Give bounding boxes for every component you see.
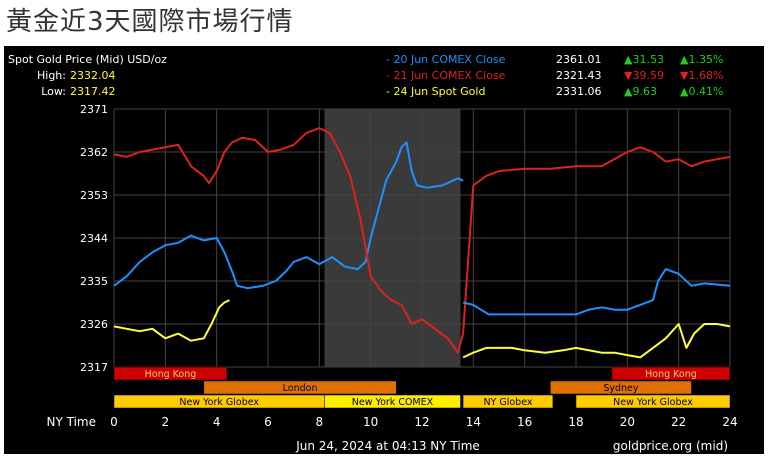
x-tick-label: 24: [722, 415, 737, 429]
row-2-pct: ▲0.41%: [680, 85, 723, 98]
row-2-change: ▲9.63: [624, 85, 657, 98]
row-1-label: - 21 Jun COMEX Close: [386, 69, 506, 82]
session-bar: [575, 394, 731, 409]
row-0-price: 2361.01: [556, 53, 602, 66]
x-tick-label: 0: [110, 415, 118, 429]
session-bar: [462, 394, 554, 409]
session-bar: [611, 366, 731, 381]
x-tick-label: 14: [466, 415, 481, 429]
y-tick-label: 2371: [80, 103, 108, 116]
session-label: New York Globex: [613, 397, 693, 408]
x-tick-label: 20: [620, 415, 635, 429]
y-tick-label: 2326: [80, 318, 108, 331]
row-0-change: ▲31.53: [624, 53, 664, 66]
low-label: Low:: [41, 85, 66, 98]
row-1-pct: ▼1.68%: [680, 69, 723, 82]
row-2-price: 2331.06: [556, 85, 602, 98]
timestamp: Jun 24, 2024 at 04:13 NY Time: [295, 439, 480, 453]
chart-svg: Spot Gold Price (Mid) USD/oz High: 2332.…: [8, 53, 738, 453]
row-1-price: 2321.43: [556, 69, 602, 82]
series-line-4: [462, 323, 731, 359]
y-tick-label: 2353: [80, 189, 108, 202]
spot-price-label: Spot Gold Price (Mid) USD/oz: [8, 53, 167, 66]
x-tick-label: 10: [363, 415, 378, 429]
session-label: NY Globex: [483, 397, 532, 408]
session-label: Hong Kong: [645, 369, 697, 380]
session-label: Sydney: [603, 383, 639, 394]
plot-area: [113, 108, 731, 368]
session-bar: [324, 394, 461, 409]
x-tick-label: 4: [213, 415, 221, 429]
y-tick-label: 2317: [80, 361, 108, 374]
series-line-2: [113, 299, 230, 342]
y-tick-label: 2362: [80, 146, 108, 159]
session-bar: [113, 366, 228, 381]
session-bar: [550, 380, 692, 395]
session-label: New York COMEX: [352, 397, 434, 408]
session-label: New York Globex: [179, 397, 259, 408]
row-2-label: - 24 Jun Spot Gold: [386, 85, 485, 98]
session-bar: [203, 380, 397, 395]
x-tick-label: 18: [568, 415, 583, 429]
source-label: goldprice.org (mid): [613, 439, 728, 453]
high-value: 2332.04: [70, 69, 116, 82]
session-label: Hong Kong: [145, 369, 197, 380]
y-tick-label: 2335: [80, 275, 108, 288]
low-value: 2317.42: [70, 85, 116, 98]
x-axis-title: NY Time: [47, 415, 97, 429]
x-tick-label: 2: [162, 415, 170, 429]
row-0-label: - 20 Jun COMEX Close: [386, 53, 506, 66]
series-line-0: [113, 141, 464, 290]
trading-sessions: Hong Kong Hong Kong London Sydney New York G…: [113, 366, 731, 409]
session-label: London: [283, 383, 318, 394]
x-tick-label: 22: [671, 415, 686, 429]
y-tick-label: 2344: [80, 232, 108, 245]
row-1-change: ▼39.59: [624, 69, 664, 82]
x-tick-label: 12: [414, 415, 429, 429]
series-line-3: [462, 268, 731, 316]
high-label: High:: [37, 69, 66, 82]
row-0-pct: ▲1.35%: [680, 53, 723, 66]
x-tick-label: 16: [517, 415, 532, 429]
x-tick-label: 6: [264, 415, 272, 429]
x-tick-label: 8: [316, 415, 324, 429]
series-line-1: [113, 127, 731, 354]
page-title: 黃金近3天國際市場行情: [6, 7, 294, 37]
gold-price-chart: Spot Gold Price (Mid) USD/oz High: 2332.…: [4, 46, 764, 454]
